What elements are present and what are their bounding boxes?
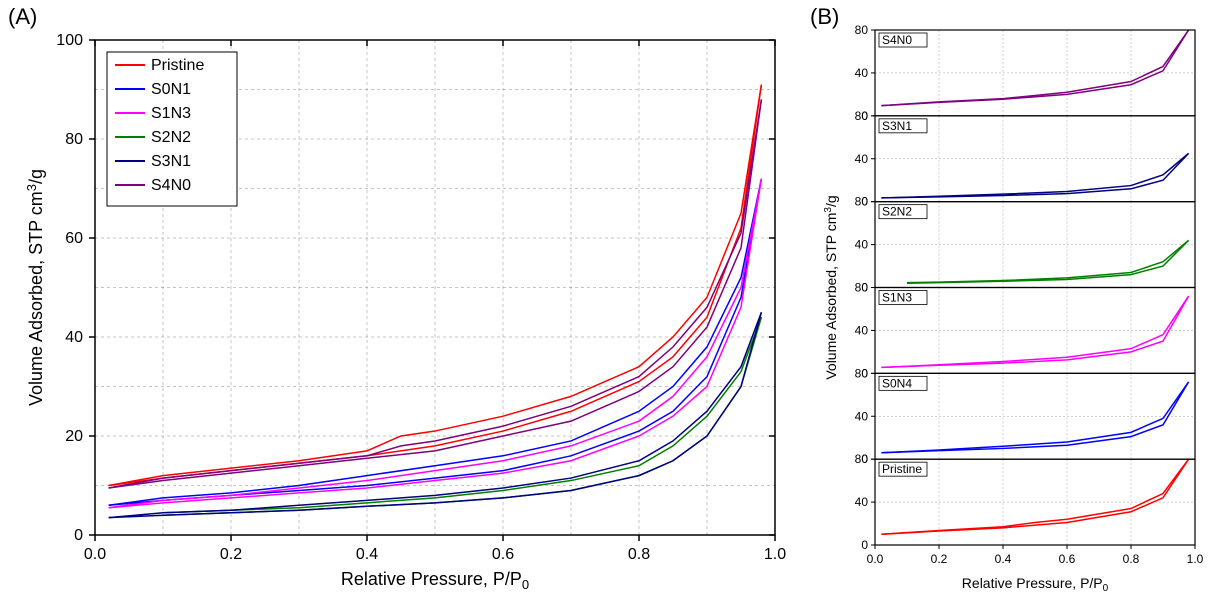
legend-label: S1N3 [151,105,191,122]
x-tick-label: 0.6 [492,546,514,563]
subpanel-S0N4-des [881,382,1188,453]
y-tick-label: 100 [56,32,83,49]
x-tick-label-small: 1.0 [1187,552,1204,566]
y-tick-label: 0 [74,527,83,544]
subpanel-label: S1N3 [882,291,912,305]
y-tick-label: 80 [65,131,83,148]
series-S2N2-des [163,317,761,513]
y-tick-label-small: 40 [855,152,869,166]
x-tick-label-small: 0.6 [1059,552,1076,566]
subpanel-Pristine-des [881,459,1188,534]
x-tick-label: 0.4 [356,546,378,563]
y-axis-label: Volume Adsorbed, STP cm3/g [24,169,46,406]
x-tick-label: 1.0 [764,546,786,563]
subpanel-S1N3-ads [881,296,1188,367]
y-tick-label-small: 80 [855,281,869,295]
subpanel-S0N4-ads [881,382,1188,453]
x-tick-label-small: 0.0 [867,552,884,566]
subpanel-S2N2-ads [907,240,1189,283]
subpanel-S3N1-des [881,153,1188,198]
subpanel-S1N3-des [881,296,1188,367]
y-tick-label-small: 40 [855,323,869,337]
y-tick-label-small: 80 [855,109,869,123]
y-tick-label: 60 [65,230,83,247]
x-tick-label-small: 0.4 [995,552,1012,566]
panel-b-chart: 04080S4N004080S3N104080S2N204080S1N30408… [820,20,1205,600]
subpanel-S3N1-ads [881,153,1188,198]
y-tick-label-small: 80 [855,195,869,209]
legend-label: Pristine [151,57,204,74]
subpanel-S2N2-des [907,240,1189,282]
y-tick-label-small: 40 [855,66,869,80]
subpanel-label: S4N0 [882,33,912,47]
panel-a-chart: 0.0 0.2 0.4 0.6 0.8 1.0 0 20 40 60 80 100 Relative P… [20,20,790,600]
y-tick-label-small: 80 [855,366,869,380]
x-tick-label-small: 0.8 [1123,552,1140,566]
subpanel-label: S2N2 [882,205,912,219]
panel-b-ylabel: Volume Adsorbed, STP cm3/g [823,195,839,379]
y-tick-label-small: 40 [855,238,869,252]
x-tick-label: 0.0 [84,546,106,563]
panel-b-xlabel: Relative Pressure, P/P0 [962,575,1109,594]
x-tick-label: 0.2 [220,546,242,563]
y-tick-label-small: 80 [855,23,869,37]
subpanel-S4N0-des [881,30,1188,106]
subpanel-label: S3N1 [882,119,912,133]
y-tick-label-small: 0 [861,538,868,552]
y-tick-label-small: 40 [855,409,869,423]
subpanel-S4N0-ads [881,30,1188,106]
legend-label: S0N1 [151,81,191,98]
subpanel-label: Pristine [882,462,922,476]
legend-label: S4N0 [151,177,191,194]
x-tick-label-small: 0.2 [931,552,948,566]
y-tick-label: 40 [65,329,83,346]
y-tick-label: 20 [65,428,83,445]
y-tick-label-small: 40 [855,495,869,509]
x-tick-label: 0.8 [628,546,650,563]
subpanel-label: S0N4 [882,376,912,390]
y-tick-label-small: 80 [855,452,869,466]
x-axis-label: Relative Pressure, P/P0 [341,569,529,592]
legend-label: S3N1 [151,153,191,170]
legend-label: S2N2 [151,129,191,146]
